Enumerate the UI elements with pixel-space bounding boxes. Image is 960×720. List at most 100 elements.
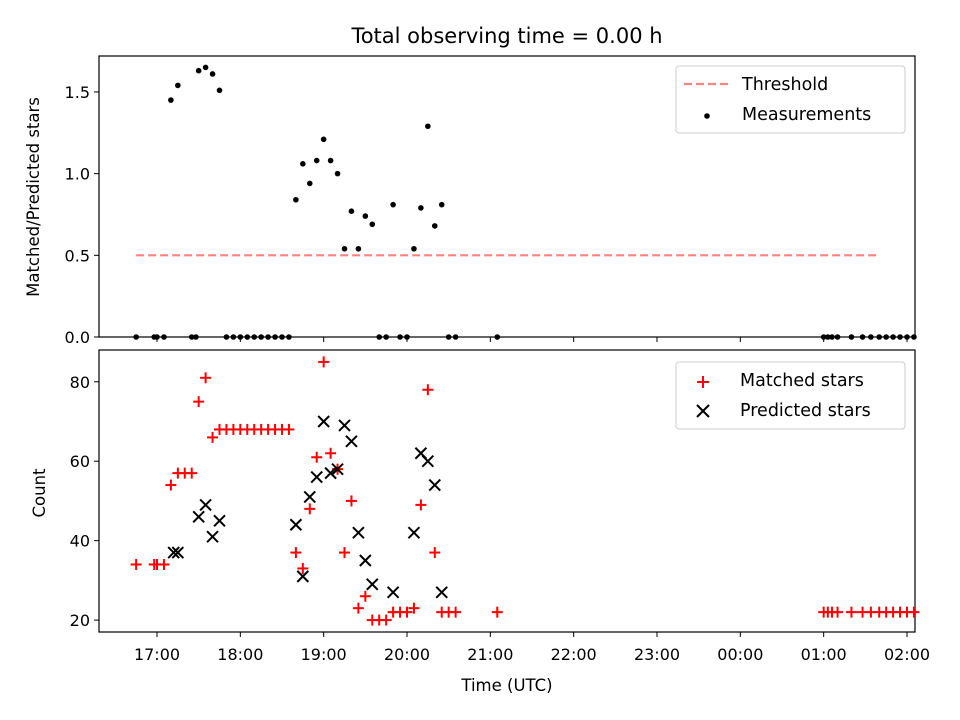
predicted-point [206, 530, 219, 543]
measurement-point [300, 161, 306, 167]
legend-measurements-label: Measurements [742, 105, 871, 125]
matched-point [415, 499, 427, 511]
y-tick-label: 80 [70, 373, 90, 392]
y-tick-label: 0.5 [65, 246, 90, 265]
measurement-point [397, 334, 403, 340]
measurement-point [897, 334, 903, 340]
y-tick-label: 0.0 [65, 328, 90, 347]
legend-predicted-swatch [696, 404, 710, 418]
x-tick-label: 00:00 [717, 645, 763, 664]
measurement-point [175, 82, 181, 89]
matched-point [832, 606, 844, 618]
measurement-point [286, 334, 292, 340]
x-tick-label: 17:00 [134, 645, 180, 664]
measurement-point [859, 334, 866, 340]
predicted-point [345, 435, 358, 448]
legend-measurements-swatch [704, 113, 710, 119]
x-tick-label: 23:00 [634, 645, 680, 664]
measurement-point [883, 334, 889, 340]
measurement-point [890, 334, 896, 340]
matched-point [429, 547, 441, 559]
matched-point [200, 372, 212, 384]
x-tick-label: 20:00 [384, 645, 430, 664]
matched-point [325, 447, 337, 459]
measurement-point [438, 201, 445, 208]
measurement-point [195, 67, 202, 74]
predicted-point [213, 514, 226, 527]
measurement-point [279, 334, 285, 340]
measurement-point [168, 97, 174, 103]
bottom-y-axis-label: Count [30, 468, 49, 518]
measurement-point [209, 71, 216, 77]
predicted-point [192, 510, 205, 524]
matched-point [158, 558, 170, 570]
measurement-point [293, 196, 299, 203]
x-tick-label: 18:00 [217, 645, 263, 664]
matched-point [165, 479, 177, 491]
bottom-y-ticks: 20 40 60 80 [70, 373, 99, 630]
measurement-point [133, 334, 139, 340]
measurement-point [868, 334, 874, 340]
bottom-x-ticks: 17:00 18:00 19:00 20:00 21:00 22:00 23:00 00:00… [134, 632, 930, 664]
measurement-point [355, 245, 362, 252]
measurement-point [313, 157, 320, 164]
measurement-point [876, 334, 883, 340]
predicted-point [324, 466, 337, 480]
matched-point [359, 590, 371, 602]
top-panel: 0.0 0.5 1.0 1.5 Matched/Predicted stars Thr… [24, 55, 917, 347]
measurement-point [258, 334, 264, 340]
x-tick-label: 21:00 [467, 645, 513, 664]
matched-point [908, 606, 920, 618]
x-tick-label: 19:00 [301, 645, 347, 664]
predicted-point [428, 478, 441, 492]
top-legend: Threshold Measurements [675, 65, 906, 134]
measurement-point [376, 334, 383, 340]
measurement-point [348, 208, 355, 215]
measurement-point [904, 334, 910, 340]
legend-predicted-label: Predicted stars [740, 401, 871, 421]
matched-point [401, 606, 413, 618]
measurement-point [848, 334, 855, 340]
measurement-point [445, 334, 452, 340]
y-tick-label: 1.0 [65, 165, 90, 184]
measurement-point [244, 334, 251, 340]
predicted-point [435, 586, 448, 599]
matched-point [290, 547, 302, 559]
measurement-point [223, 334, 230, 340]
matched-point [352, 602, 364, 614]
matched-point [311, 451, 323, 463]
x-tick-label: 01:00 [801, 645, 847, 664]
measurement-point [390, 201, 396, 208]
predicted-point [359, 554, 372, 567]
predicted-point [331, 462, 344, 476]
measurement-point [237, 334, 244, 340]
legend-threshold-label: Threshold [741, 75, 828, 95]
matched-point [130, 558, 142, 570]
bottom-plot-area [98, 349, 916, 633]
measurement-point [494, 334, 501, 340]
measurement-point [306, 180, 313, 187]
predicted-point [289, 518, 303, 531]
predicted-point [366, 578, 379, 591]
measurement-point [341, 245, 348, 252]
top-marks [133, 64, 917, 340]
measurement-point [404, 334, 410, 340]
bottom-panel: 20 40 60 80 17:00 18:00 19:00 20:00 21:00 22:00 2… [30, 349, 930, 695]
predicted-point [317, 415, 330, 428]
measurement-point [383, 334, 389, 340]
measurement-point [202, 64, 209, 71]
measurement-point [411, 245, 417, 252]
matched-point [193, 396, 205, 408]
chart-title: Total observing time = 0.00 h [350, 24, 662, 48]
measurement-point [230, 334, 237, 340]
predicted-point [199, 498, 212, 512]
predicted-point [386, 586, 400, 599]
predicted-point [310, 470, 323, 484]
x-tick-label: 02:00 [884, 645, 930, 664]
predicted-point [171, 546, 185, 559]
predicted-point [338, 419, 351, 432]
matched-point [318, 356, 330, 368]
matched-point [283, 423, 295, 435]
measurement-point [418, 205, 424, 211]
